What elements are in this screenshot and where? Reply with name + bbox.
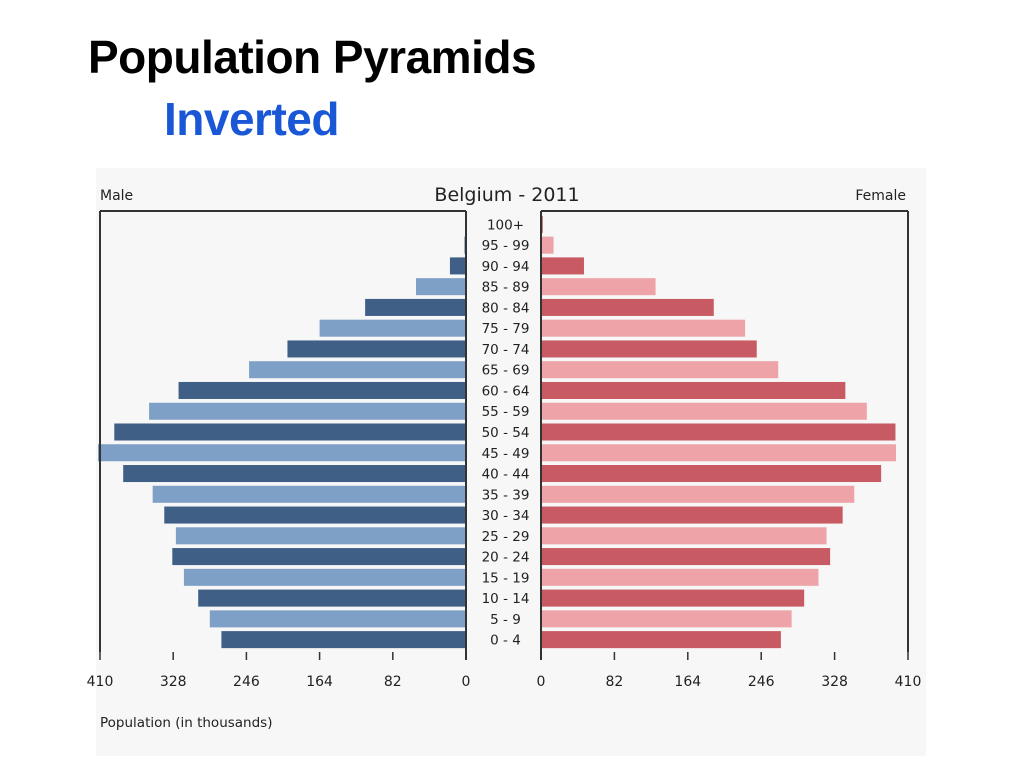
age-group-label: 45 - 49 [482,446,530,462]
female-tick-label: 164 [674,674,701,690]
age-group-label: 30 - 34 [482,508,530,524]
age-labels-group: 100+ 95 - 99 90 - 94 85 - 89 80 - 84 75 - 79 7… [482,217,530,648]
female-bar [541,298,714,316]
age-group-label: 100+ [487,217,524,233]
male-bar [172,548,466,566]
female-bar [541,340,757,358]
female-bar [541,278,656,296]
female-bar [541,610,792,628]
male-bar [123,465,467,483]
male-bar [287,340,466,358]
female-bar [541,361,779,379]
male-tick-label: 328 [160,674,187,690]
female-bar [541,465,882,483]
age-group-label: 20 - 24 [482,550,530,566]
slide-title: Population Pyramids [88,31,537,83]
male-bar [152,485,467,503]
male-tick-label: 0 [462,674,471,690]
age-group-label: 90 - 94 [482,259,530,275]
age-group-label: 50 - 54 [482,425,530,441]
female-bar [541,319,746,337]
male-bar [221,631,466,649]
female-bar [541,236,554,254]
male-bar [178,381,466,399]
male-tick-label: 164 [306,674,333,690]
age-group-label: 80 - 84 [482,300,530,316]
male-tick-label: 246 [233,674,260,690]
female-bar [541,485,855,503]
male-bar [198,589,466,607]
female-bar [541,423,896,441]
female-bar [541,506,843,524]
age-group-label: 15 - 19 [482,570,530,586]
female-bar [541,568,819,586]
age-group-label: 35 - 39 [482,487,530,503]
male-tick-label: 410 [87,674,114,690]
female-bar [541,444,896,462]
male-label: Male [100,188,133,204]
female-bar [541,402,867,420]
male-bar [164,506,466,524]
female-tick-label: 82 [605,674,623,690]
male-bar [149,402,466,420]
female-tick-label: 246 [748,674,775,690]
male-bar [365,298,466,316]
age-group-label: 95 - 99 [482,238,530,254]
female-tick-label: 410 [895,674,922,690]
male-bar [98,444,466,462]
male-bar [449,257,466,275]
male-bar [114,423,466,441]
age-group-label: 60 - 64 [482,383,530,399]
female-tick-label: 0 [537,674,546,690]
age-group-label: 25 - 29 [482,529,530,545]
male-bar [319,319,466,337]
female-bar [541,257,584,275]
age-group-label: 75 - 79 [482,321,530,337]
age-group-label: 85 - 89 [482,280,530,296]
female-bar [541,589,805,607]
female-label: Female [855,188,906,204]
male-bar [183,568,466,586]
age-group-label: 40 - 44 [482,467,530,483]
female-bar [541,527,827,545]
female-bar [541,631,781,649]
female-tick-label: 328 [821,674,848,690]
age-group-label: 65 - 69 [482,363,530,379]
female-bar [541,381,846,399]
bars-group [98,215,896,649]
axes-group: 0 0 82 82 164 164 246 246 328 328 410 410 [87,210,922,690]
male-bar [175,527,466,545]
slide-subtitle: Inverted [164,93,339,145]
age-group-label: 55 - 59 [482,404,530,420]
chart-background [96,168,926,756]
female-bar [541,548,831,566]
age-group-label: 70 - 74 [482,342,530,358]
x-axis-label: Population (in thousands) [100,715,272,731]
male-bar [209,610,467,628]
male-bar [416,278,466,296]
age-group-label: 5 - 9 [490,612,521,628]
age-group-label: 0 - 4 [490,633,521,649]
chart-title: Belgium - 2011 [434,184,579,206]
male-tick-label: 82 [384,674,402,690]
age-group-label: 10 - 14 [482,591,530,607]
male-bar [249,361,466,379]
